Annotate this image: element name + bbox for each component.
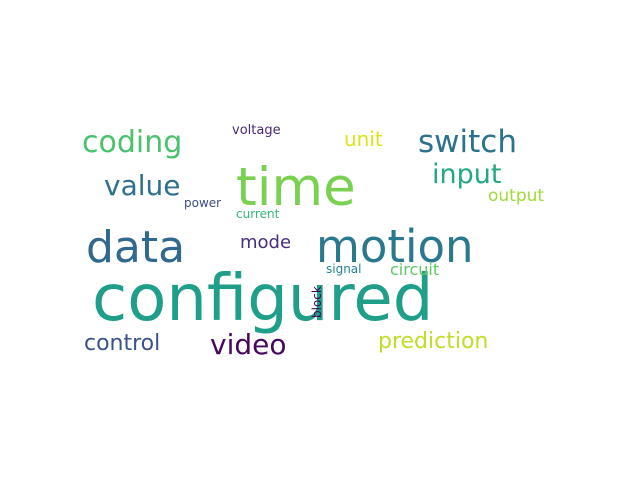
- word-mode: mode: [240, 232, 291, 253]
- word-block: block: [310, 286, 324, 318]
- word-unit: unit: [344, 127, 383, 151]
- word-prediction: prediction: [378, 329, 488, 354]
- word-control: control: [84, 331, 160, 356]
- word-current: current: [236, 207, 280, 221]
- word-configured: configured: [92, 262, 433, 336]
- word-coding: coding: [82, 125, 182, 160]
- word-value: value: [104, 169, 180, 202]
- word-voltage: voltage: [232, 123, 281, 138]
- word-signal: signal: [326, 262, 362, 276]
- word-output: output: [488, 186, 544, 206]
- word-switch: switch: [418, 124, 517, 160]
- word-data: data: [86, 222, 185, 273]
- word-video: video: [210, 328, 286, 361]
- word-circuit: circuit: [390, 260, 439, 279]
- word-power: power: [184, 196, 221, 210]
